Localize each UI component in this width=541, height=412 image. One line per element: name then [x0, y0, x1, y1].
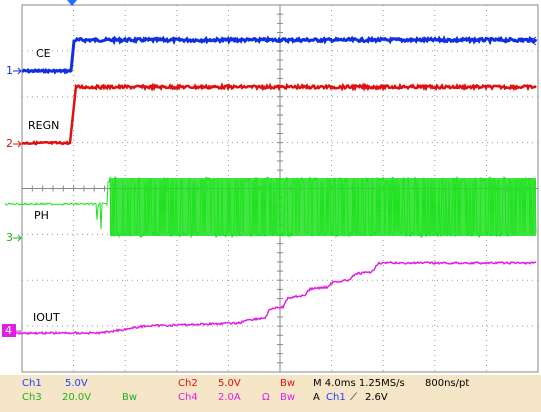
status-text: 20.0V	[62, 392, 91, 403]
status-text: Ch1	[22, 378, 42, 389]
status-text: Ω	[262, 392, 270, 403]
status-text: Ch3	[22, 392, 42, 403]
status-text: 2.0A	[218, 392, 241, 403]
ph-switching-band	[110, 178, 536, 236]
marker-arrow	[13, 234, 22, 242]
status-text: Bw	[122, 392, 137, 403]
status-text: 5.0V	[65, 378, 88, 389]
waveforms	[4, 35, 538, 336]
channel-marker: 1	[6, 64, 13, 77]
regn-trace	[21, 82, 537, 146]
channel-marker-box	[2, 324, 16, 337]
graticule-frame	[21, 4, 539, 373]
status-text: Ch2	[178, 378, 198, 389]
status-text: A	[313, 392, 320, 403]
marker-arrow	[13, 67, 22, 75]
status-text: Ch4	[178, 392, 198, 403]
status-text: 800ns/pt	[425, 378, 469, 389]
marker-arrow	[13, 140, 22, 148]
trigger-level-marker	[529, 36, 537, 46]
channel-marker: 3	[6, 231, 13, 244]
status-bar	[0, 375, 541, 412]
channel-marker: 4	[5, 324, 12, 337]
iout-trace	[4, 260, 537, 336]
channel-marker: 2	[6, 137, 13, 150]
status-text: Bw	[280, 378, 295, 389]
status-text: 2.6V	[365, 392, 388, 403]
ce-trace	[21, 35, 538, 75]
status-text: M 4.0ms 1.25MS/s	[313, 378, 405, 389]
trigger-position-marker	[67, 0, 77, 6]
channel-label: REGN	[28, 119, 59, 132]
channel-label: PH	[34, 209, 49, 222]
status-text: Bw	[280, 392, 295, 403]
channel-label: CE	[36, 47, 51, 60]
channel-label: IOUT	[33, 311, 60, 324]
status-text: ⟋	[350, 392, 357, 403]
status-text: 5.0V	[218, 378, 241, 389]
status-text: Ch1	[326, 392, 346, 403]
